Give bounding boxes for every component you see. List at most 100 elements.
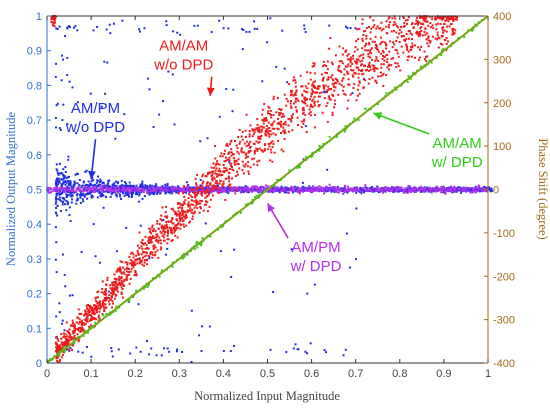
point-am-am-wo-dpd: [53, 22, 56, 25]
point-am-am-wo-dpd: [61, 343, 64, 346]
point-am-pm-wo-dpd: [67, 175, 70, 178]
point-am-am-wo-dpd: [137, 257, 140, 260]
point-am-pm-w-dpd: [173, 186, 176, 189]
point-am-pm-w-dpd: [310, 189, 313, 192]
point-am-am-wo-dpd: [201, 175, 204, 178]
point-am-am-wo-dpd: [264, 132, 267, 135]
point-am-am-wo-dpd: [374, 79, 377, 82]
point-am-pm-wo-dpd: [484, 186, 487, 189]
point-am-am-w-dpd: [135, 289, 138, 292]
point-am-pm-w-dpd: [172, 188, 175, 191]
point-am-pm-wo-dpd: [199, 178, 202, 181]
point-am-pm-wo-dpd: [71, 194, 74, 197]
point-am-am-wo-dpd: [277, 128, 280, 131]
point-am-am-wo-dpd: [421, 15, 424, 18]
point-am-pm-wo-dpd: [129, 184, 132, 187]
point-am-am-wo-dpd: [228, 184, 231, 187]
point-am-am-wo-dpd: [309, 103, 312, 106]
point-am-am-wo-dpd: [64, 343, 67, 346]
point-am-pm-wo-dpd: [240, 186, 243, 189]
point-am-am-wo-dpd: [312, 91, 315, 94]
point-am-pm-w-dpd: [414, 188, 417, 191]
point-am-am-wo-dpd: [359, 60, 362, 63]
point-am-pm-wo-dpd: [426, 187, 429, 190]
point-am-am-wo-dpd: [180, 210, 183, 213]
point-am-pm-w-dpd: [135, 187, 138, 190]
point-am-pm-wo-dpd: [207, 191, 210, 194]
point-am-am-w-dpd: [251, 201, 254, 204]
point-am-am-wo-dpd: [144, 247, 147, 250]
point-am-pm-wo-dpd: [256, 27, 259, 30]
point-am-am-wo-dpd: [141, 250, 144, 253]
point-am-am-wo-dpd: [85, 318, 88, 321]
point-am-am-wo-dpd: [446, 25, 449, 28]
point-am-pm-wo-dpd: [168, 350, 171, 353]
point-am-am-wo-dpd: [67, 343, 70, 346]
point-am-am-wo-dpd: [188, 209, 191, 212]
point-am-am-w-dpd: [239, 211, 242, 214]
point-am-pm-w-dpd: [148, 187, 151, 190]
annotation-text: AM/PM: [71, 100, 120, 117]
point-am-am-wo-dpd: [296, 123, 299, 126]
point-am-am-wo-dpd: [95, 309, 98, 312]
point-am-am-w-dpd: [288, 169, 291, 172]
point-am-am-wo-dpd: [100, 306, 103, 309]
point-am-am-wo-dpd: [276, 97, 279, 100]
point-am-pm-w-dpd: [324, 185, 327, 188]
point-am-am-wo-dpd: [113, 297, 116, 300]
point-am-am-wo-dpd: [349, 58, 352, 61]
point-am-pm-wo-dpd: [198, 188, 201, 191]
point-am-am-wo-dpd: [208, 189, 211, 192]
point-am-am-wo-dpd: [311, 88, 314, 91]
point-am-pm-wo-dpd: [128, 181, 131, 184]
point-am-pm-wo-dpd: [73, 185, 76, 188]
point-am-pm-wo-dpd: [65, 339, 68, 342]
point-am-am-wo-dpd: [437, 36, 440, 39]
point-am-pm-wo-dpd: [253, 27, 256, 30]
point-am-pm-wo-dpd: [325, 190, 328, 193]
point-am-pm-w-dpd: [477, 190, 480, 193]
point-am-pm-w-dpd: [115, 186, 118, 189]
point-am-pm-w-dpd: [216, 186, 219, 189]
point-am-pm-wo-dpd: [148, 193, 151, 196]
point-am-am-wo-dpd: [67, 332, 70, 335]
point-am-am-wo-dpd: [62, 335, 65, 338]
point-am-am-wo-dpd: [183, 195, 186, 198]
point-am-am-wo-dpd: [330, 76, 333, 79]
point-am-pm-wo-dpd: [400, 189, 403, 192]
point-am-pm-wo-dpd: [84, 170, 87, 173]
point-am-pm-wo-dpd: [158, 189, 161, 192]
point-am-pm-wo-dpd: [219, 191, 222, 194]
point-am-am-wo-dpd: [148, 255, 151, 258]
point-am-pm-wo-dpd: [372, 190, 375, 193]
point-am-am-wo-dpd: [191, 199, 194, 202]
point-am-pm-w-dpd: [201, 189, 204, 192]
point-am-am-wo-dpd: [195, 184, 198, 187]
point-am-pm-w-dpd: [408, 188, 411, 191]
point-am-pm-w-dpd: [264, 187, 267, 190]
point-am-am-wo-dpd: [344, 93, 347, 96]
point-am-am-w-dpd: [161, 269, 164, 272]
point-am-am-wo-dpd: [112, 284, 115, 287]
point-am-am-wo-dpd: [191, 195, 194, 198]
point-am-am-wo-dpd: [126, 266, 129, 269]
point-am-am-w-dpd: [146, 285, 149, 288]
point-am-pm-wo-dpd: [274, 189, 277, 192]
point-am-am-wo-dpd: [370, 52, 373, 55]
point-am-am-wo-dpd: [414, 44, 417, 47]
point-am-am-wo-dpd: [213, 177, 216, 180]
point-am-pm-w-dpd: [165, 189, 168, 192]
point-am-am-wo-dpd: [397, 55, 400, 58]
point-am-pm-w-dpd: [438, 187, 441, 190]
point-am-pm-wo-dpd: [104, 92, 107, 95]
point-am-pm-wo-dpd: [85, 169, 88, 172]
point-am-pm-w-dpd: [441, 187, 444, 190]
y-left-tick-label: 0.7: [27, 115, 42, 127]
point-am-am-wo-dpd: [98, 310, 101, 313]
point-am-pm-wo-dpd: [171, 185, 174, 188]
point-am-am-wo-dpd: [99, 304, 102, 307]
point-am-pm-w-dpd: [94, 185, 97, 188]
y-left-axis-title: Normalized Output Magnitude: [4, 111, 18, 266]
point-am-pm-w-dpd: [224, 186, 227, 189]
point-am-pm-w-dpd: [443, 189, 446, 192]
